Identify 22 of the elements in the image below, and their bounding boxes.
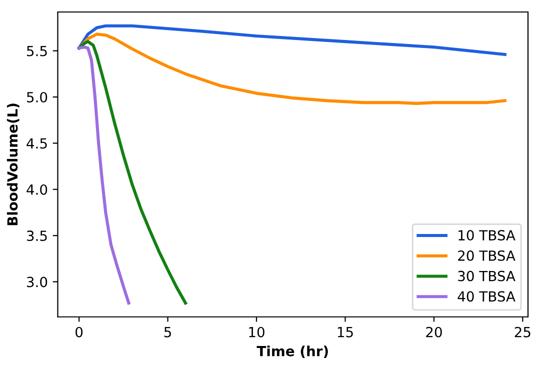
legend-label: 20 TBSA xyxy=(458,250,516,261)
legend-label: 40 TBSA xyxy=(458,291,516,302)
x-tick-label: 25 xyxy=(514,326,530,338)
line-series xyxy=(78,40,188,305)
y-tick-label: 4.0 xyxy=(26,184,48,195)
legend-label: 30 TBSA xyxy=(458,270,516,282)
line-series xyxy=(78,24,506,56)
x-axis-title: Time (hr) xyxy=(256,346,328,358)
y-tick-label: 5.5 xyxy=(27,46,47,56)
y-tick-label: 5.0 xyxy=(27,92,48,102)
legend-label: 10 TBSA xyxy=(458,230,516,241)
y-tick-label: 4.5 xyxy=(26,138,47,149)
x-tick-label: 5 xyxy=(164,327,171,338)
x-tick-label: 20 xyxy=(426,326,442,338)
x-tick-label: 15 xyxy=(338,327,353,338)
y-tick-label: 3.5 xyxy=(27,230,47,242)
x-tick-label: 0 xyxy=(76,326,83,338)
line-series xyxy=(78,32,506,105)
x-tick-label: 10 xyxy=(249,326,264,338)
y-axis-title: BloodVolume(L) xyxy=(6,104,20,226)
line-series xyxy=(78,46,130,305)
y-tick-label: 3.0 xyxy=(27,276,48,288)
